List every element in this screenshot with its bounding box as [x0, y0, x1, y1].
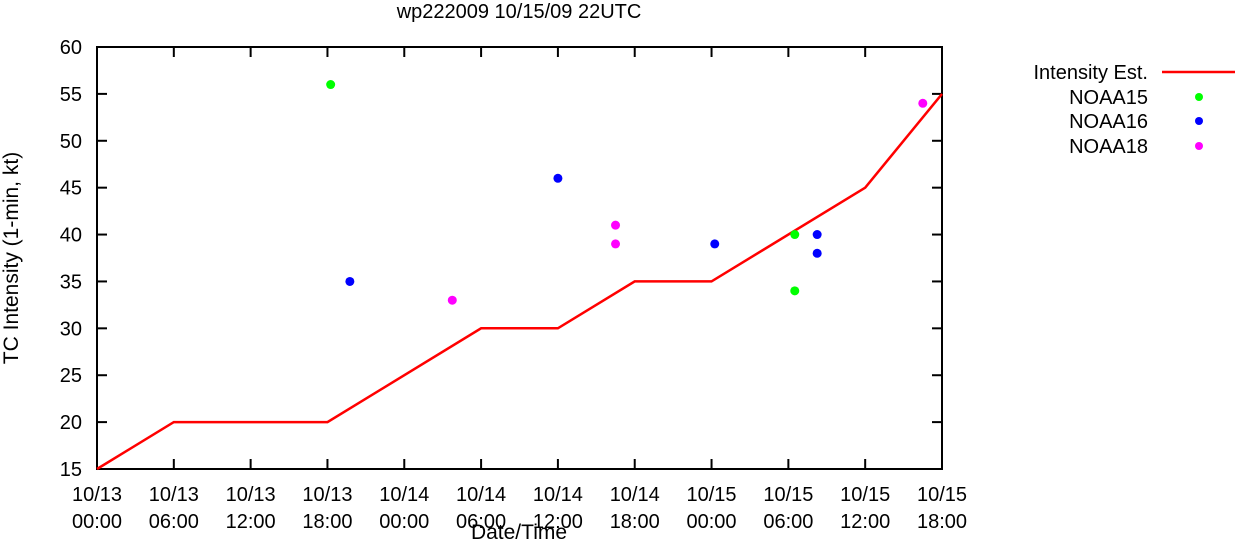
data-point-noaa18	[611, 220, 621, 230]
y-tick-label: 55	[60, 84, 82, 106]
x-tick-label-date: 10/13	[302, 484, 352, 506]
y-tick-label: 50	[60, 131, 82, 153]
data-point-noaa16	[812, 248, 822, 258]
y-tick-label: 40	[60, 225, 82, 247]
data-point-noaa18	[918, 98, 928, 108]
x-tick-label-time: 18:00	[302, 511, 352, 533]
legend-label-noaa15: NOAA15	[1069, 87, 1148, 109]
y-tick-label: 45	[60, 178, 82, 200]
y-axis: 15 20 25 30 35 40 45 50 55 60	[60, 37, 942, 481]
x-tick-label-time: 00:00	[687, 511, 737, 533]
x-tick-label-time: 12:00	[226, 511, 276, 533]
x-tick-label-date: 10/14	[610, 484, 660, 506]
x-tick-label-time: 12:00	[840, 511, 890, 533]
legend-label-noaa18: NOAA18	[1069, 136, 1148, 158]
x-tick-label-time: 18:00	[917, 511, 967, 533]
x-axis-label: Date/Time	[471, 521, 567, 540]
y-tick-label: 20	[60, 412, 82, 434]
data-point-noaa16	[345, 276, 355, 286]
data-point-noaa18	[611, 239, 621, 249]
y-tick-label: 35	[60, 271, 82, 293]
x-tick-label-time: 00:00	[379, 511, 429, 533]
legend-label-noaa16: NOAA16	[1069, 111, 1148, 133]
x-tick-label-date: 10/14	[456, 484, 506, 506]
x-tick-label-time: 06:00	[149, 511, 199, 533]
x-tick-label-date: 10/14	[533, 484, 583, 506]
x-tick-label-date: 10/15	[687, 484, 737, 506]
y-axis-label: TC Intensity (1-min, kt)	[0, 152, 23, 364]
x-tick-label-time: 00:00	[72, 511, 122, 533]
x-tick-label-date: 10/15	[763, 484, 813, 506]
legend-label-intensity-est-: Intensity Est.	[1034, 62, 1149, 84]
series-line-intensity-est	[96, 93, 943, 471]
y-tick-label: 15	[60, 459, 82, 481]
x-tick-label-date: 10/15	[917, 484, 967, 506]
x-tick-label-date: 10/14	[379, 484, 429, 506]
data-point-noaa15	[790, 286, 800, 296]
series-layer	[96, 80, 943, 471]
plot-area	[96, 46, 943, 470]
x-tick-label-time: 12:00	[533, 511, 583, 533]
y-tick-label: 60	[60, 37, 82, 59]
legend-swatch-point	[1195, 142, 1203, 150]
data-point-noaa16	[710, 239, 720, 249]
legend-swatch-point	[1195, 117, 1203, 125]
x-tick-label-date: 10/13	[72, 484, 122, 506]
legend-swatch-point	[1195, 93, 1203, 101]
x-tick-label-date: 10/13	[226, 484, 276, 506]
x-tick-label-time: 06:00	[763, 511, 813, 533]
data-point-noaa16	[812, 230, 822, 240]
x-axis: 10/13 00:00 10/13 06:00 10/13 12:00 10/13 18:00…	[72, 47, 967, 533]
data-point-noaa18	[447, 295, 457, 305]
data-point-noaa16	[553, 173, 563, 183]
x-tick-label-date: 10/15	[840, 484, 890, 506]
y-tick-label: 30	[60, 318, 82, 340]
data-point-noaa15	[790, 230, 800, 240]
chart-title: wp222009 10/15/09 22UTC	[396, 1, 642, 23]
x-tick-label-date: 10/13	[149, 484, 199, 506]
data-point-noaa15	[326, 80, 336, 90]
x-tick-label-time: 06:00	[456, 511, 506, 533]
y-tick-label: 25	[60, 365, 82, 387]
x-tick-label-time: 18:00	[610, 511, 660, 533]
